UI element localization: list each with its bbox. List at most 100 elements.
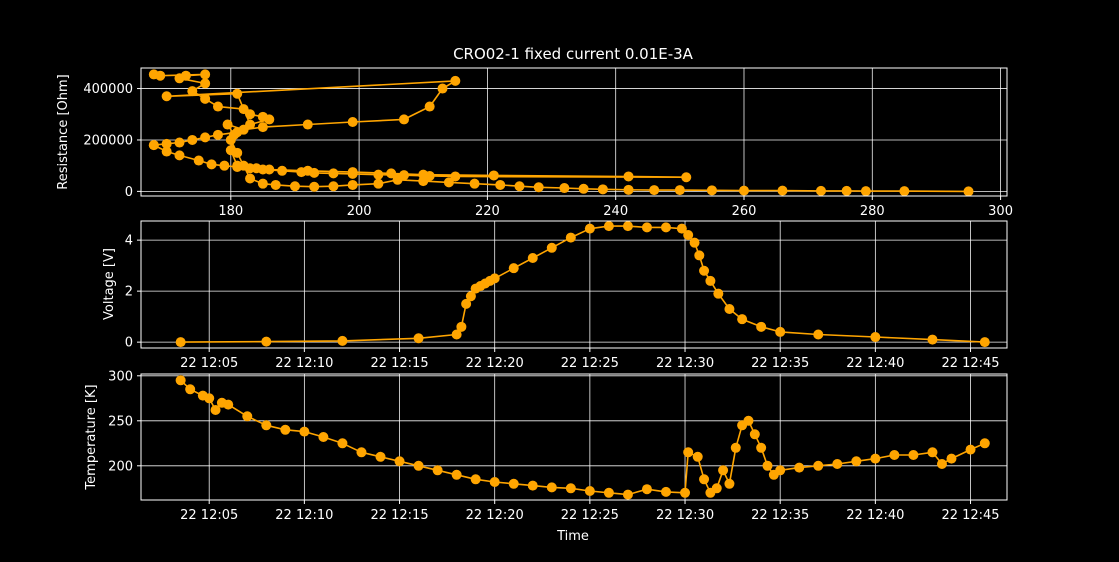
voltage-xtick-label: 22 12:05 <box>180 356 238 371</box>
resistance-data-point <box>373 169 384 180</box>
resistance-data-point <box>257 122 268 133</box>
voltage-data-point <box>775 326 786 337</box>
resistance-xtick-label: 300 <box>988 204 1013 219</box>
resistance-ytick-label: 200000 <box>83 133 133 148</box>
temperature-data-point <box>851 456 862 467</box>
temperature-xtick-label: 22 12:30 <box>656 508 714 523</box>
temperature-data-point <box>979 438 990 449</box>
temperature-ytick-label: 250 <box>108 414 133 429</box>
resistance-data-point <box>238 104 249 115</box>
resistance-data-point <box>193 155 204 166</box>
resistance-data-point <box>437 83 448 94</box>
temperature-data-point <box>965 444 976 455</box>
temperature-data-point <box>337 438 348 449</box>
voltage-data-point <box>927 334 938 345</box>
resistance-data-point <box>443 177 454 188</box>
resistance-data-point <box>328 181 339 192</box>
resistance-data-point <box>328 168 339 179</box>
resistance-data-point <box>418 169 429 180</box>
temperature-data-point <box>794 462 805 473</box>
resistance-data-point <box>302 119 313 130</box>
resistance-data-point <box>373 178 384 189</box>
temperature-data-point <box>870 453 881 464</box>
temperature-data-point <box>261 420 272 431</box>
resistance-data-point <box>174 150 185 161</box>
voltage-ticks: 22 12:05 22 12:10 22 12:15 22 12:20 22 12:25… <box>125 234 1000 371</box>
resistance-data-point <box>450 75 461 86</box>
resistance-data-point <box>963 186 974 197</box>
resistance-data-point <box>899 186 910 197</box>
voltage-data-point <box>641 222 652 233</box>
temperature-xtick-label: 22 12:10 <box>275 508 333 523</box>
temperature-data-point <box>210 405 221 415</box>
temperature-data-point <box>724 478 735 489</box>
resistance-data-point <box>161 91 172 102</box>
resistance-data-point <box>251 163 262 174</box>
resistance-panel: CRO02-1 fixed current 0.01E-3A 180 200 220… <box>56 45 1013 219</box>
temperature-series <box>175 375 990 500</box>
voltage-data-point <box>565 232 576 243</box>
temperature-data-point <box>718 465 729 476</box>
temperature-data-point <box>936 459 947 469</box>
voltage-data-point <box>737 314 748 325</box>
resistance-series <box>148 69 974 197</box>
temperature-panel: 22 12:05 22 12:10 22 12:15 22 12:20 22 12:25… <box>84 369 1008 544</box>
temperature-data-point <box>413 460 424 471</box>
resistance-data-point <box>232 88 243 99</box>
voltage-data-point <box>261 336 272 347</box>
resistance-data-point <box>264 164 275 175</box>
resistance-data-point <box>148 140 159 151</box>
resistance-data-point <box>277 165 288 176</box>
temperature-data-point <box>749 429 760 440</box>
voltage-series <box>175 221 990 348</box>
resistance-xtick-label: 240 <box>603 204 628 219</box>
resistance-data-point <box>257 111 268 122</box>
voltage-data-point <box>676 223 687 234</box>
voltage-data-point <box>713 288 724 299</box>
temperature-data-point <box>692 451 703 462</box>
resistance-data-point <box>206 159 217 170</box>
resistance-data-point <box>347 179 358 190</box>
temperature-data-point <box>470 474 481 485</box>
voltage-data-point <box>699 265 710 276</box>
voltage-xtick-label: 22 12:30 <box>656 356 714 371</box>
voltage-ytick-label: 0 <box>125 336 133 351</box>
resistance-data-point <box>815 185 826 196</box>
temperature-data-point <box>743 415 754 426</box>
temperature-data-point <box>683 447 694 458</box>
resistance-data-point <box>347 167 358 178</box>
temperature-data-point <box>927 447 938 458</box>
voltage-ytick-label: 4 <box>125 234 133 249</box>
voltage-data-point <box>337 335 348 346</box>
resistance-data-point <box>257 178 268 189</box>
resistance-data-point <box>488 170 499 181</box>
temperature-xtick-label: 22 12:15 <box>370 508 428 523</box>
voltage-data-point <box>603 221 614 232</box>
resistance-data-point <box>161 138 172 149</box>
voltage-panel: 22 12:05 22 12:10 22 12:15 22 12:20 22 12:25… <box>102 220 1008 371</box>
temperature-data-point <box>546 482 557 493</box>
temperature-data-point <box>711 483 722 494</box>
temperature-data-point <box>508 478 519 489</box>
temperature-xtick-label: 22 12:35 <box>751 508 809 523</box>
temperature-ytick-label: 300 <box>108 369 133 384</box>
resistance-grid <box>141 68 1007 196</box>
voltage-xtick-label: 22 12:15 <box>370 356 428 371</box>
voltage-data-point <box>660 222 671 233</box>
voltage-data-point <box>413 333 424 344</box>
temperature-data-point <box>680 487 691 498</box>
resistance-data-point <box>309 181 320 192</box>
resistance-data-point <box>623 171 634 182</box>
resistance-data-point <box>674 185 685 196</box>
resistance-xtick-label: 280 <box>860 204 885 219</box>
temperature-data-point <box>356 447 367 458</box>
resistance-data-point <box>180 70 191 81</box>
voltage-data-point <box>461 298 472 309</box>
voltage-data-point <box>813 329 824 340</box>
resistance-data-point <box>174 137 185 148</box>
resistance-data-point <box>514 181 525 192</box>
voltage-data-point <box>724 303 735 314</box>
voltage-xtick-label: 22 12:20 <box>466 356 524 371</box>
voltage-data-point <box>756 321 767 332</box>
voltage-ytick-label: 2 <box>125 285 133 300</box>
